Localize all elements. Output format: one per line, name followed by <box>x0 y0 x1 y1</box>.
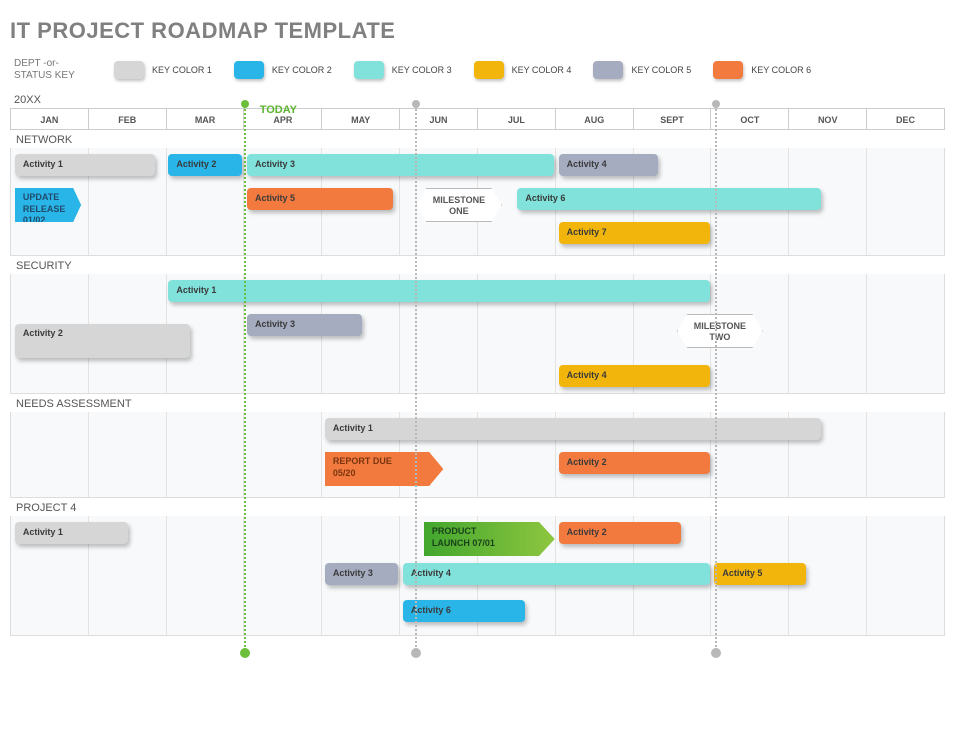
activity-bar: Activity 3 <box>247 154 554 176</box>
flag-marker: UPDATERELEASE01/02 <box>15 188 81 222</box>
month-cell: FEB <box>89 109 167 129</box>
legend-item: KEY COLOR 5 <box>593 61 691 79</box>
legend-swatch <box>474 61 504 79</box>
activity-bar: Activity 1 <box>15 522 128 544</box>
activity-bar: Activity 4 <box>403 563 710 585</box>
section-label: NEEDS ASSESSMENT <box>10 394 945 412</box>
month-cell: OCT <box>711 109 789 129</box>
legend-text: KEY COLOR 4 <box>512 65 572 75</box>
activity-bar: Activity 7 <box>559 222 710 244</box>
month-cell: JAN <box>11 109 89 129</box>
legend-item: KEY COLOR 1 <box>114 61 212 79</box>
today-label: TODAY <box>260 104 297 116</box>
month-cell: DEC <box>867 109 944 129</box>
month-cell: NOV <box>789 109 867 129</box>
legend-swatch <box>354 61 384 79</box>
legend-item: KEY COLOR 3 <box>354 61 452 79</box>
today-line <box>244 106 246 650</box>
roadmap-chart: JANFEBMARAPRMAYJUNJULAUGSEPTOCTNOVDEC NE… <box>10 108 945 654</box>
legend-text: KEY COLOR 6 <box>751 65 811 75</box>
activity-bar: Activity 2 <box>559 522 681 544</box>
activity-bar: Activity 2 <box>15 324 190 358</box>
legend-swatch <box>114 61 144 79</box>
activity-bar: Activity 3 <box>325 563 398 585</box>
year-label: 20XX <box>14 94 41 106</box>
activity-bar: Activity 3 <box>247 314 362 336</box>
legend-swatch <box>234 61 264 79</box>
section-label: NETWORK <box>10 130 945 148</box>
milestone: MILESTONETWO <box>677 314 763 348</box>
lane-area: Activity 1 PRODUCTLAUNCH 07/01Activity 2 A… <box>10 516 945 636</box>
activity-bar: Activity 2 <box>168 154 242 176</box>
flag-marker: PRODUCTLAUNCH 07/01 <box>424 522 555 556</box>
marker-line <box>415 106 417 650</box>
legend-items: KEY COLOR 1 KEY COLOR 2 KEY COLOR 3 KEY COL… <box>114 61 811 79</box>
legend-text: KEY COLOR 3 <box>392 65 452 75</box>
activity-bar: Activity 1 <box>325 418 821 440</box>
lane-area: Activity 1 Activity 2Activity 3Activity 4… <box>10 148 945 256</box>
legend-row: DEPT -or- STATUS KEY KEY COLOR 1KEY COLO… <box>10 58 945 82</box>
flag-marker: REPORT DUE05/20 <box>325 452 443 486</box>
month-cell: SEPT <box>634 109 712 129</box>
activity-bar: Activity 6 <box>517 188 821 210</box>
activity-bar: Activity 6 <box>403 600 525 622</box>
legend-text: KEY COLOR 1 <box>152 65 212 75</box>
milestone: MILESTONEONE <box>416 188 502 222</box>
lane-area: Activity 1 MILESTONETWO Activity 2 Activity… <box>10 274 945 394</box>
legend-item: KEY COLOR 4 <box>474 61 572 79</box>
legend-text: KEY COLOR 2 <box>272 65 332 75</box>
section-label: SECURITY <box>10 256 945 274</box>
lane-area: Activity 1 REPORT DUE05/20 Activity 2 <box>10 412 945 498</box>
legend-swatch <box>713 61 743 79</box>
month-cell: MAR <box>167 109 245 129</box>
activity-bar: Activity 4 <box>559 365 710 387</box>
legend-item: KEY COLOR 2 <box>234 61 332 79</box>
chart-sections: NETWORKActivity 1Activity 2Activity 3Act… <box>10 130 945 636</box>
activity-bar: Activity 5 <box>714 563 805 585</box>
month-cell: JUN <box>400 109 478 129</box>
activity-bar: Activity 2 <box>559 452 710 474</box>
activity-bar: Activity 4 <box>559 154 658 176</box>
month-cell: MAY <box>322 109 400 129</box>
marker-line <box>715 106 717 650</box>
months-header: JANFEBMARAPRMAYJUNJULAUGSEPTOCTNOVDEC <box>10 108 945 130</box>
legend-item: KEY COLOR 6 <box>713 61 811 79</box>
section-label: PROJECT 4 <box>10 498 945 516</box>
activity-bar: Activity 5 <box>247 188 393 210</box>
month-cell: JUL <box>478 109 556 129</box>
page-title: IT PROJECT ROADMAP TEMPLATE <box>10 18 945 44</box>
legend-text: KEY COLOR 5 <box>631 65 691 75</box>
roadmap-container: IT PROJECT ROADMAP TEMPLATE DEPT -or- ST… <box>0 0 955 664</box>
legend-key-label: DEPT -or- STATUS KEY <box>14 58 104 82</box>
legend-swatch <box>593 61 623 79</box>
activity-bar: Activity 1 <box>15 154 155 176</box>
month-cell: AUG <box>556 109 634 129</box>
activity-bar: Activity 1 <box>168 280 709 302</box>
